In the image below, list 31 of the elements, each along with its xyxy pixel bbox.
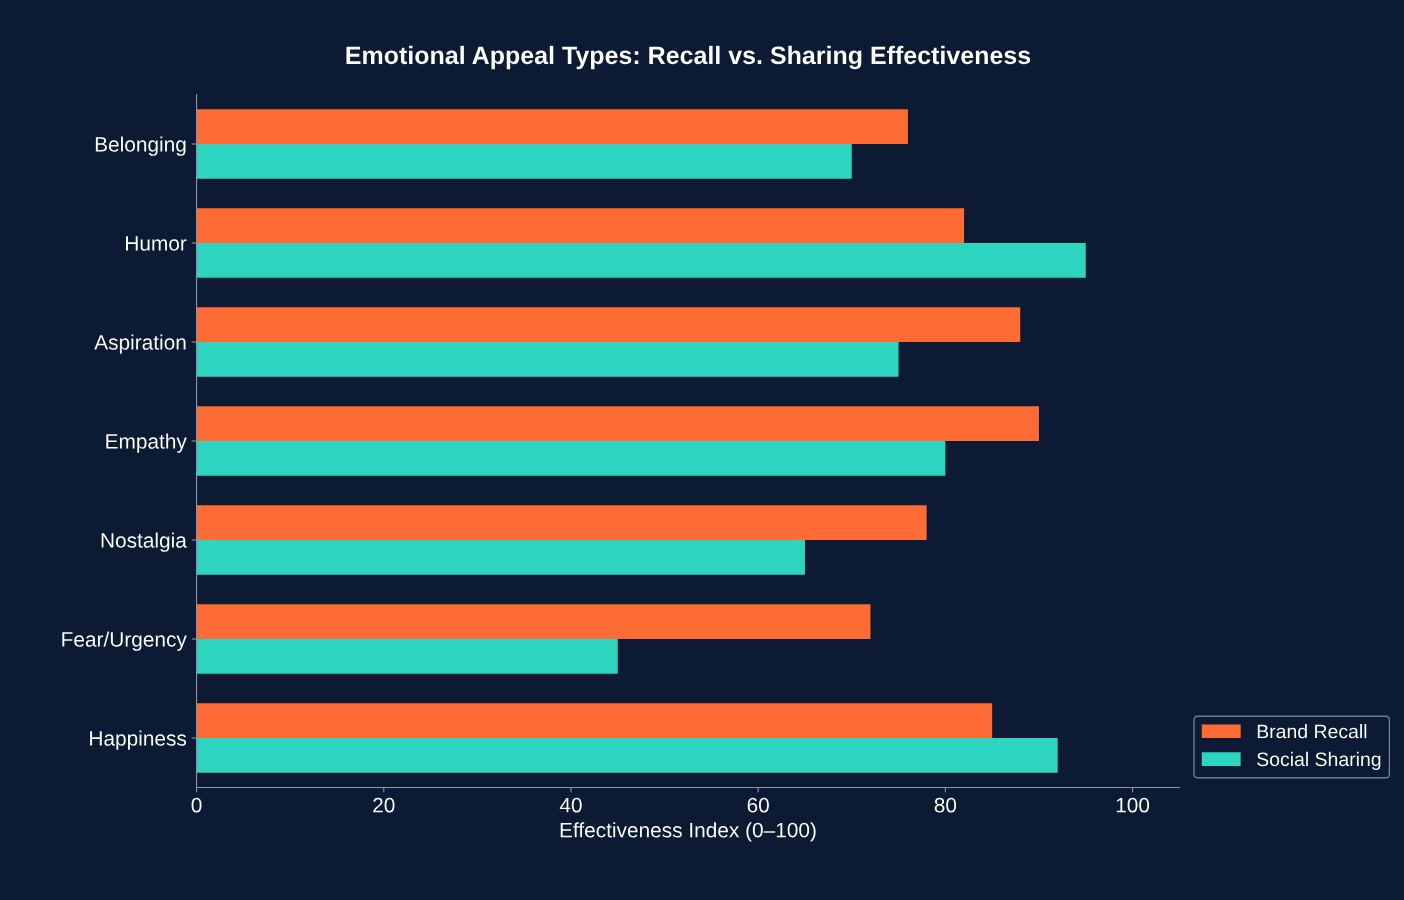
bar (196, 208, 965, 243)
x-tick-label: 0 (191, 797, 202, 813)
x-tick-label: 80 (934, 797, 957, 813)
bar (196, 109, 908, 144)
bar (196, 540, 805, 575)
y-tick-label: Humor (126, 236, 187, 251)
bar (196, 406, 1039, 441)
y-tick-label: Nostalgia (101, 532, 187, 552)
y-tick-label: Fear/Urgency (62, 631, 187, 651)
bar (196, 243, 1086, 278)
y-tick-label: Belonging (95, 136, 186, 156)
bar (196, 441, 946, 476)
x-tick-label: 40 (559, 797, 582, 813)
bar (196, 342, 899, 377)
bar (196, 505, 927, 540)
x-tick-label: 20 (373, 797, 395, 813)
legend-label: Social Sharing (1257, 751, 1381, 770)
bar (196, 639, 618, 674)
bar (196, 307, 1021, 342)
chart-title: Emotional Appeal Types: Recall vs. Sharing Effectiveness (346, 45, 1031, 70)
x-tick-label: 100 (1116, 797, 1150, 813)
bar (196, 738, 1058, 773)
y-tick-label: Empathy (106, 433, 187, 453)
x-tick-label: 60 (747, 797, 769, 813)
bar (196, 144, 852, 179)
x-axis-title: Effectiveness Index (0–100) (560, 822, 816, 842)
bar (196, 703, 993, 738)
y-tick-label: Happiness (90, 730, 187, 750)
y-tick-label: Aspiration (94, 334, 186, 354)
bar (196, 604, 871, 639)
legend-label: Brand Recall (1257, 724, 1367, 739)
